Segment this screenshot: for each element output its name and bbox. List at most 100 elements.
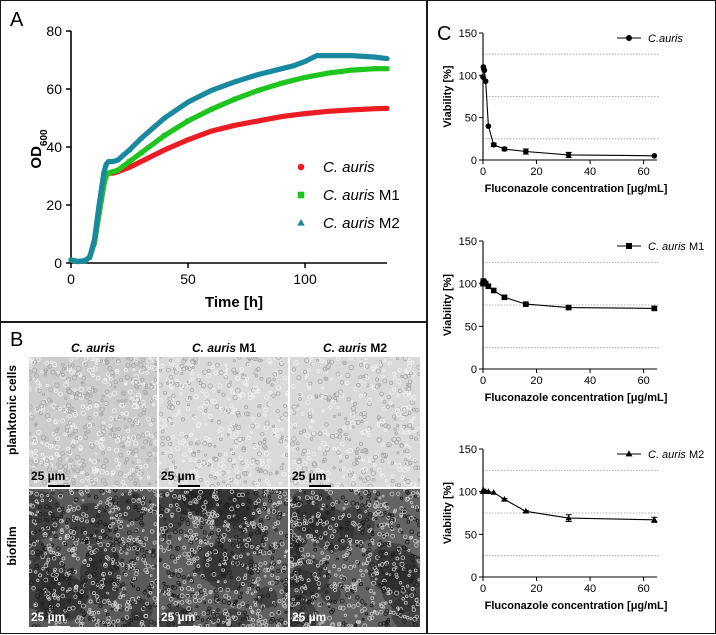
cell	[273, 522, 278, 527]
cell	[238, 622, 242, 626]
cell	[268, 498, 273, 503]
cell	[390, 525, 394, 529]
cell	[217, 430, 221, 434]
cell	[70, 441, 76, 446]
cell	[67, 504, 73, 510]
cell	[328, 405, 333, 410]
cell	[118, 471, 124, 477]
cell	[278, 481, 283, 486]
cell	[230, 543, 235, 548]
cell	[135, 551, 140, 556]
micrograph-biofilm-auris	[29, 489, 157, 627]
cell	[399, 506, 404, 511]
cell	[45, 531, 51, 536]
cell	[188, 511, 192, 516]
cell	[350, 481, 356, 487]
data-point	[501, 495, 508, 502]
cell	[104, 609, 108, 612]
cell	[296, 614, 301, 618]
cell	[403, 392, 409, 398]
cell	[366, 524, 371, 529]
cell	[275, 409, 280, 414]
cell	[159, 558, 161, 562]
cell	[354, 614, 358, 618]
cell	[195, 520, 201, 525]
legend-entry-suffix: M2	[686, 449, 704, 461]
cell	[141, 446, 145, 450]
cell	[89, 443, 95, 449]
cell	[221, 620, 225, 624]
cell	[71, 567, 74, 571]
cell	[43, 578, 47, 582]
cell	[47, 570, 52, 575]
cell	[242, 524, 246, 528]
cell	[336, 450, 341, 455]
data-point	[126, 147, 133, 152]
cell	[171, 472, 176, 477]
cell	[152, 602, 157, 608]
y-tick-label: 80	[46, 23, 62, 39]
cell	[333, 600, 337, 604]
cell	[273, 541, 277, 545]
cell	[191, 366, 195, 370]
cell	[195, 440, 201, 445]
cell	[368, 457, 373, 462]
cell	[171, 585, 177, 591]
cell	[41, 480, 48, 486]
cell	[190, 388, 194, 392]
cell	[68, 575, 72, 579]
cell	[106, 556, 111, 561]
cell	[222, 552, 228, 557]
cell	[165, 492, 170, 497]
cell	[171, 393, 176, 398]
cell	[192, 415, 197, 421]
cell	[363, 357, 369, 360]
cell	[229, 489, 235, 494]
cell	[301, 597, 306, 602]
cell	[359, 412, 364, 417]
cell	[260, 432, 265, 437]
cell	[383, 428, 388, 432]
cell	[34, 407, 40, 413]
cell	[29, 414, 35, 421]
cell	[278, 439, 284, 444]
cell	[414, 543, 419, 548]
cell	[374, 500, 380, 506]
cell	[29, 376, 32, 381]
cell	[144, 385, 149, 390]
cell	[298, 397, 302, 401]
cell	[193, 394, 199, 400]
panel-label-a: A	[10, 9, 24, 31]
cell	[60, 418, 65, 424]
cell	[232, 370, 237, 375]
cell	[34, 422, 38, 426]
cell	[74, 391, 80, 396]
cell	[382, 605, 386, 609]
cell	[187, 607, 193, 612]
cell	[81, 512, 86, 517]
cell	[357, 514, 362, 519]
cell	[131, 461, 135, 465]
cell	[207, 606, 212, 611]
cell	[396, 424, 400, 428]
cell	[277, 512, 282, 517]
cell	[129, 606, 133, 610]
cell	[135, 517, 139, 522]
cell	[417, 372, 420, 376]
cell	[344, 454, 349, 459]
cell	[385, 522, 389, 526]
cell	[83, 362, 88, 367]
cell	[380, 525, 385, 530]
cell	[55, 516, 60, 521]
cell	[141, 506, 146, 511]
cell	[218, 437, 223, 442]
cell	[195, 591, 200, 596]
cell	[237, 436, 243, 443]
cell	[334, 573, 338, 577]
cell	[382, 378, 388, 384]
cell	[72, 412, 78, 418]
cell	[403, 534, 408, 539]
cell	[54, 444, 60, 451]
cell	[384, 532, 389, 537]
cell	[132, 368, 136, 372]
